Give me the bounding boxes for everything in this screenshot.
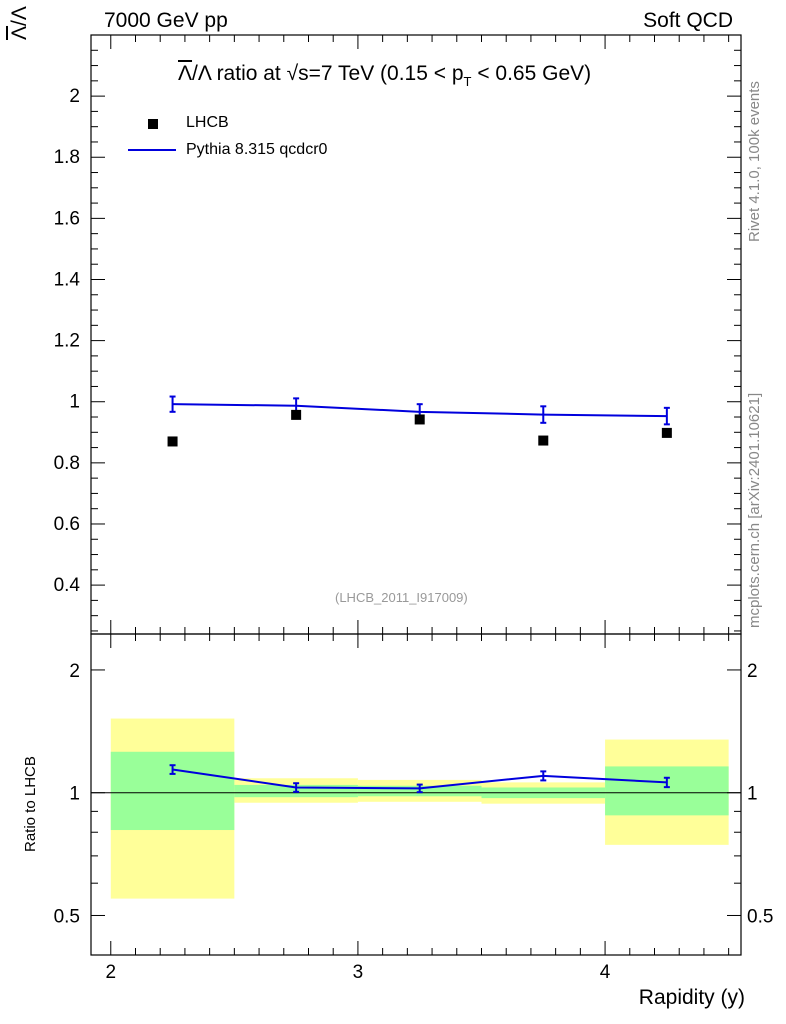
y-tick-label-1.2: 1.2 (54, 331, 80, 352)
x-tick-label-2: 2 (105, 962, 116, 983)
ratio-y-tick-label-right-1: 1 (747, 784, 758, 805)
ratio-y-tick-label-right-0.5: 0.5 (747, 906, 773, 927)
title-main-text: /Λ ratio at √s=7 TeV (0.15 < p (192, 62, 464, 85)
chart-title: Λ/Λ ratio at √s=7 TeV (0.15 < pT < 0.65 … (178, 62, 591, 89)
x-tick-label-4: 4 (600, 962, 611, 983)
y-tick-label-0.8: 0.8 (54, 453, 80, 474)
y-tick-label-1.4: 1.4 (54, 269, 81, 290)
x-axis-label: Rapidity (y) (638, 986, 745, 1009)
data-point-lhcb (291, 409, 302, 420)
data-point-lhcb (661, 427, 672, 438)
legend-label-lhcb: LHCB (186, 114, 229, 131)
data-point-lhcb (538, 435, 549, 446)
header-right: Soft QCD (643, 9, 733, 32)
data-point-lhcb (167, 436, 178, 447)
ratio-plot-frame (90, 633, 742, 956)
title-tail-text: < 0.65 GeV) (471, 62, 592, 85)
ratio-y-tick-label-left-1: 1 (69, 784, 80, 805)
y-tick-label-0.6: 0.6 (54, 514, 80, 535)
legend-marker-lhcb (148, 119, 158, 129)
header-left: 7000 GeV pp (104, 9, 228, 32)
ratio-y-tick-label-left-2: 2 (69, 661, 80, 682)
ratio-y-tick-label-left-0.5: 0.5 (54, 906, 80, 927)
ratio-band-inner-4 (605, 766, 729, 816)
title-lambda-bar: Λ (178, 62, 193, 85)
ratio-band-inner-0 (110, 751, 235, 831)
y-tick-label-2: 2 (69, 86, 80, 107)
y-tick-label-0.4: 0.4 (54, 575, 81, 596)
ratio-y-tick-label-right-2: 2 (747, 661, 758, 682)
y-tick-label-1.6: 1.6 (54, 208, 80, 229)
legend-label-pythia: Pythia 8.315 qcdcr0 (186, 141, 328, 158)
y-tick-label-1: 1 (69, 392, 80, 413)
analysis-watermark: (LHCB_2011_I917009) (335, 590, 468, 605)
x-tick-label-3: 3 (353, 962, 364, 983)
title-subscript: T (463, 74, 472, 89)
main-plot-frame (90, 34, 742, 635)
data-point-lhcb (414, 414, 425, 425)
y-tick-label-1.8: 1.8 (54, 147, 80, 168)
